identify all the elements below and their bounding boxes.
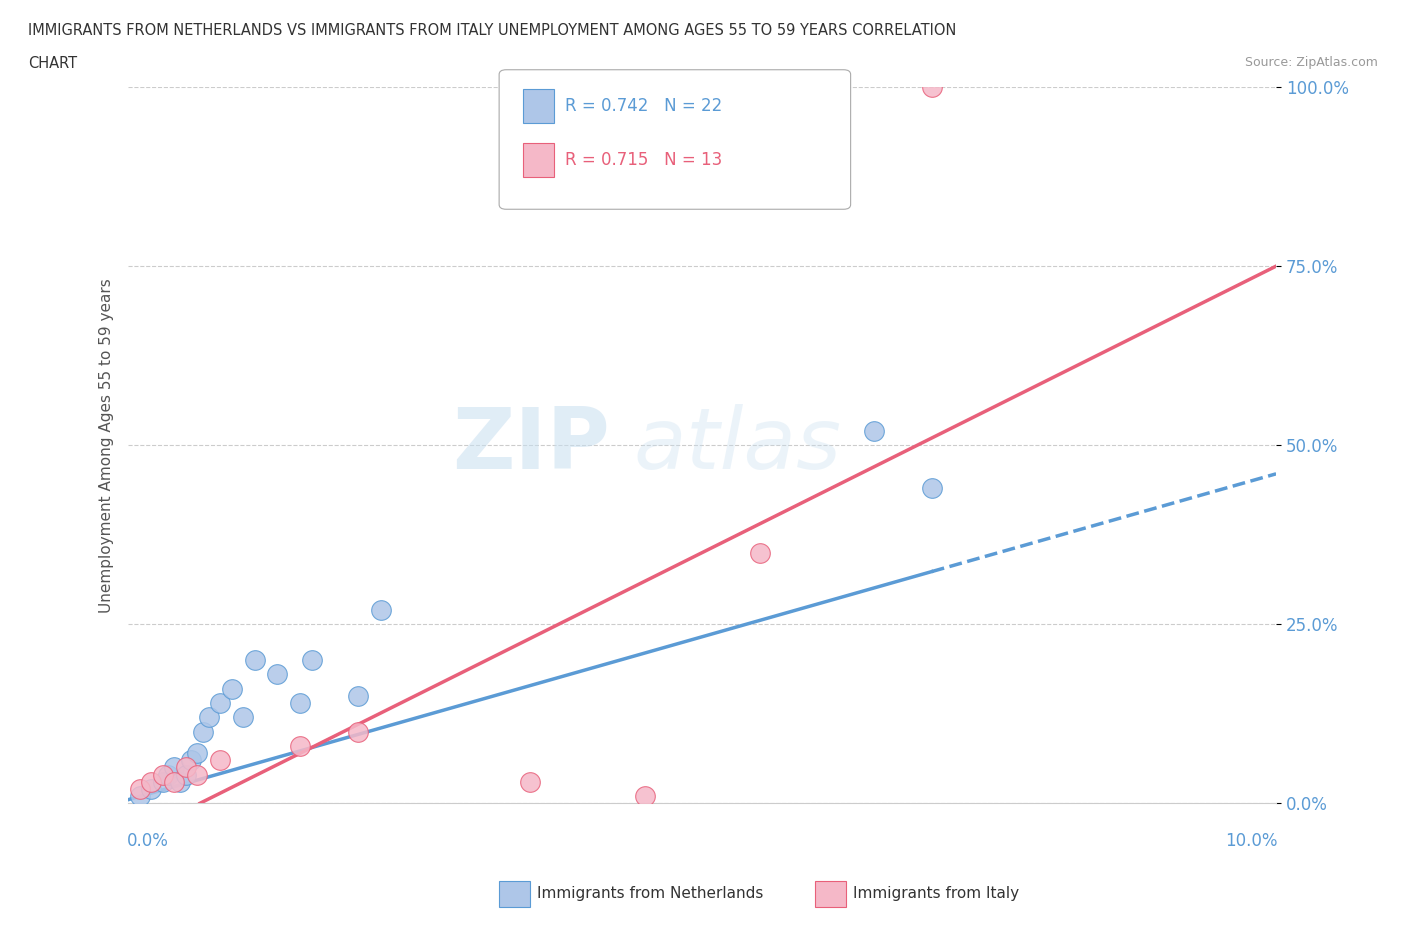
Point: [863, 423, 886, 438]
Point: [180, 753, 202, 768]
Point: [921, 481, 943, 496]
Point: [186, 746, 208, 761]
Text: ZIP: ZIP: [453, 404, 610, 486]
Text: R = 0.742   N = 22: R = 0.742 N = 22: [565, 97, 723, 115]
Text: IMMIGRANTS FROM NETHERLANDS VS IMMIGRANTS FROM ITALY UNEMPLOYMENT AMONG AGES 55 : IMMIGRANTS FROM NETHERLANDS VS IMMIGRANT…: [28, 23, 956, 38]
Text: R = 0.715   N = 13: R = 0.715 N = 13: [565, 151, 723, 169]
Point: [266, 667, 288, 682]
Y-axis label: Unemployment Among Ages 55 to 59 years: Unemployment Among Ages 55 to 59 years: [100, 278, 114, 613]
Point: [519, 775, 541, 790]
Point: [221, 682, 243, 697]
Point: [163, 775, 186, 790]
Text: atlas: atlas: [633, 404, 841, 486]
Point: [346, 724, 368, 739]
Text: 0.0%: 0.0%: [127, 832, 169, 850]
Point: [128, 781, 150, 796]
Point: [921, 80, 943, 95]
Text: Immigrants from Italy: Immigrants from Italy: [853, 886, 1019, 901]
Point: [163, 760, 186, 775]
Text: Source: ZipAtlas.com: Source: ZipAtlas.com: [1244, 56, 1378, 69]
Point: [346, 688, 368, 703]
Point: [748, 545, 770, 560]
Point: [290, 738, 312, 753]
Point: [301, 653, 323, 668]
Point: [174, 760, 197, 775]
Point: [634, 789, 657, 804]
Point: [128, 789, 150, 804]
Point: [370, 603, 392, 618]
Point: [197, 710, 219, 724]
Point: [232, 710, 254, 724]
Point: [141, 775, 163, 790]
Point: [209, 753, 232, 768]
Point: [290, 696, 312, 711]
Point: [243, 653, 266, 668]
Point: [152, 767, 174, 782]
Point: [169, 775, 191, 790]
Point: [157, 767, 180, 782]
Point: [186, 767, 208, 782]
Text: Immigrants from Netherlands: Immigrants from Netherlands: [537, 886, 763, 901]
Point: [209, 696, 232, 711]
Point: [174, 767, 197, 782]
Point: [141, 781, 163, 796]
Text: 10.0%: 10.0%: [1225, 832, 1277, 850]
Text: CHART: CHART: [28, 56, 77, 71]
Point: [152, 775, 174, 790]
Point: [191, 724, 214, 739]
